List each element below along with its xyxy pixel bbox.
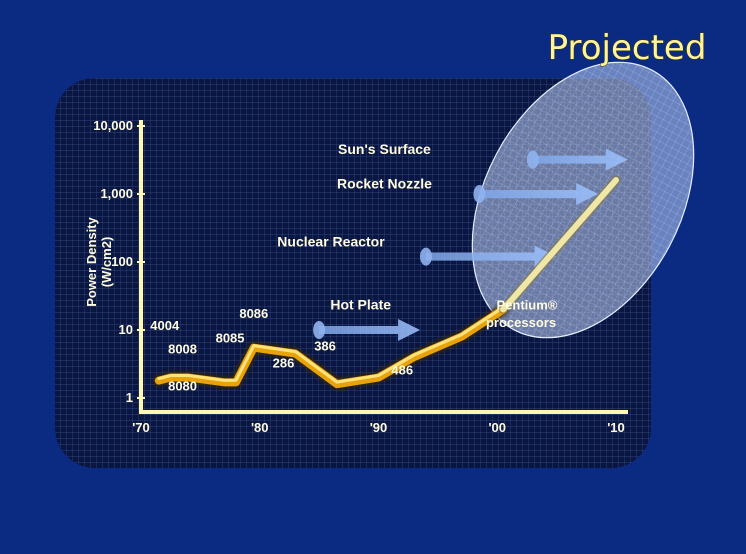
point-label: 8085 — [216, 331, 245, 346]
annotation-arrows — [313, 148, 628, 341]
label-layer: Hot Plate Nuclear Reactor Rocket Nozzle Sun… — [150, 141, 557, 393]
point-label: 8008 — [168, 342, 197, 357]
point-label: 286 — [273, 356, 295, 371]
x-tick-label: '70 — [132, 420, 150, 435]
y-tick-label: 10,000 — [93, 118, 133, 133]
series-layer — [153, 175, 621, 390]
annotation-arrow — [479, 183, 599, 205]
point-label: 8086 — [239, 306, 268, 321]
x-tick-label: '00 — [488, 420, 506, 435]
y-tick-label: 100 — [111, 254, 133, 269]
point-label: 8080 — [168, 378, 197, 393]
annotation-label: Nuclear Reactor — [277, 233, 385, 249]
annotation-label: Rocket Nozzle — [337, 176, 432, 192]
historical-line — [154, 305, 508, 389]
annotation-arrow — [532, 148, 628, 171]
annotation-label: Sun's Surface — [338, 141, 431, 157]
y-tick-label: 10 — [119, 322, 133, 337]
projected-line — [500, 177, 619, 313]
annotation-arrow-tail — [526, 150, 539, 169]
y-tick-label: 1 — [126, 390, 133, 405]
point-label: processors — [486, 315, 556, 330]
y-axis-label: Power Density (W/cm2) — [84, 216, 114, 306]
x-tick-label: '90 — [370, 420, 388, 435]
y-axis-label-line-2: (W/cm2) — [99, 237, 114, 288]
point-label: 486 — [391, 363, 413, 378]
y-axis-label-line-1: Power Density — [84, 216, 99, 306]
annotation-label: Hot Plate — [330, 297, 391, 313]
point-label: 386 — [314, 338, 336, 353]
tick-layer: 1 10 100 1,000 10,000 '70 '80 '90 '00 '10 — [93, 118, 625, 435]
annotation-arrow-tail — [473, 185, 486, 203]
historical-line-highlight — [157, 306, 505, 384]
annotation-arrow-tail — [420, 247, 432, 266]
x-tick-label: '10 — [607, 420, 625, 435]
point-label: 4004 — [150, 318, 180, 333]
x-tick-label: '80 — [251, 420, 269, 435]
point-label: Pentium® — [497, 298, 558, 313]
projected-title: Projected — [548, 28, 707, 68]
annotation-arrow-tail — [313, 321, 326, 339]
annotation-arrow — [319, 319, 421, 341]
annotation-arrow — [426, 245, 557, 268]
y-tick-label: 1,000 — [100, 186, 133, 201]
